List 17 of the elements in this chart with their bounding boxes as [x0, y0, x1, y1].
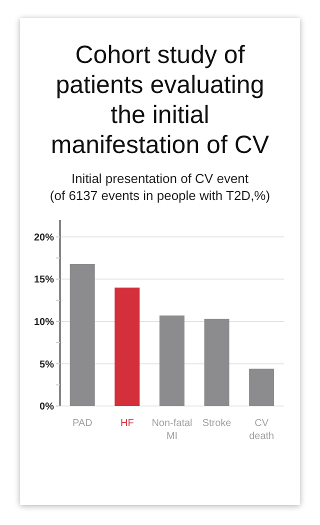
y-tick-label: 10% — [34, 317, 54, 328]
x-tick-label: HF — [120, 418, 134, 429]
y-tick-label: 15% — [34, 274, 54, 286]
x-tick-label: Stroke — [202, 418, 232, 429]
bar — [159, 316, 184, 406]
bar — [114, 288, 140, 406]
bar — [70, 264, 95, 406]
chart-subtitle: Initial presentation of CV event (of 6137 events in people with T2D,%) — [48, 170, 272, 204]
bar — [204, 318, 230, 406]
x-tick-label: PAD — [72, 418, 92, 429]
y-tick-label: 5% — [40, 359, 54, 370]
x-tick-label: CV death — [249, 418, 274, 442]
x-tick-label: Non-fatal MI — [152, 418, 192, 442]
y-tick-label: 20% — [34, 232, 54, 244]
chart-title: Cohort study of patients evaluating the initial manifestation of CV — [50, 40, 270, 160]
bar — [249, 368, 274, 406]
y-tick-label: 0% — [40, 402, 54, 413]
